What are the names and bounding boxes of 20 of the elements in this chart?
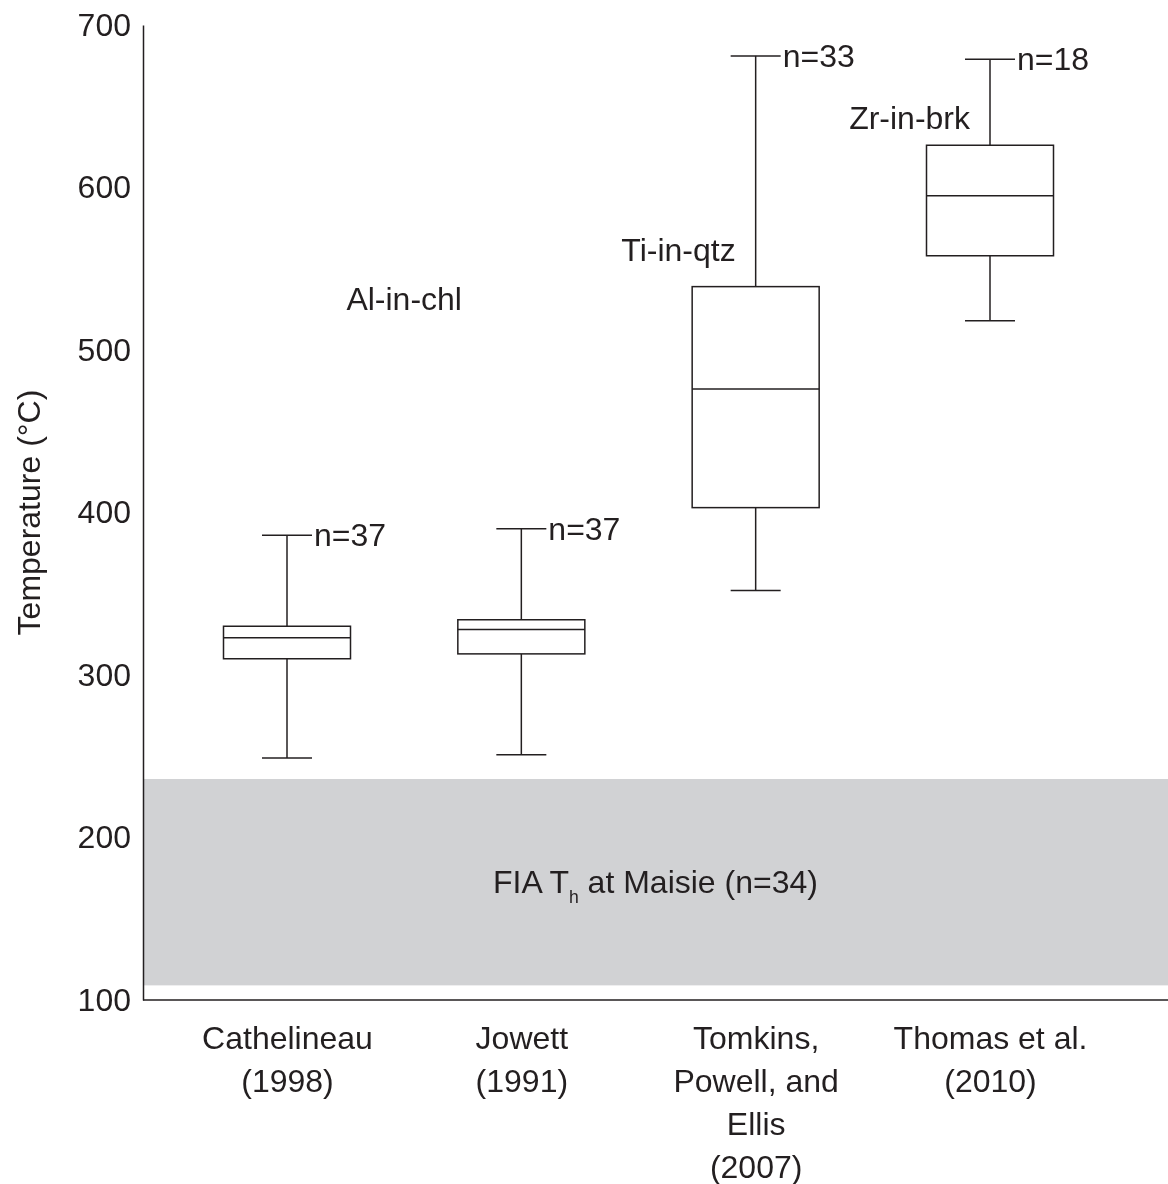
annotation: n=37 <box>314 517 387 554</box>
annotation: Zr-in-brk <box>849 100 971 136</box>
y-axis-title: Temperature (°C) <box>11 389 47 636</box>
y-tick-label: 100 <box>77 981 131 1018</box>
y-tick-label: 300 <box>77 656 131 693</box>
y-tick-label: 600 <box>77 169 131 206</box>
x-tick-label: Tomkins, Powell, and Ellis (2007) <box>673 1020 839 1184</box>
y-tick-label: 700 <box>77 6 131 43</box>
annotation: n=37 <box>548 510 621 547</box>
x-tick-label: Jowett (1991) <box>475 1020 569 1099</box>
x-tick-label: Thomas et al. (2010) <box>893 1020 1088 1099</box>
y-tick-label: 400 <box>77 494 131 531</box>
band-label: FIA T$_{h}$ at Maisie (n=34) <box>493 864 818 908</box>
y-tick-label: 200 <box>77 819 131 856</box>
annotation: Ti-in-qtz <box>621 231 736 268</box>
annotation: n=18 <box>1017 41 1090 78</box>
y-tick-label: 500 <box>77 331 131 368</box>
annotation: Al-in-chl <box>346 281 462 317</box>
annotation: n=33 <box>782 37 855 74</box>
x-tick-label: Cathelineau (1998) <box>202 1020 373 1099</box>
